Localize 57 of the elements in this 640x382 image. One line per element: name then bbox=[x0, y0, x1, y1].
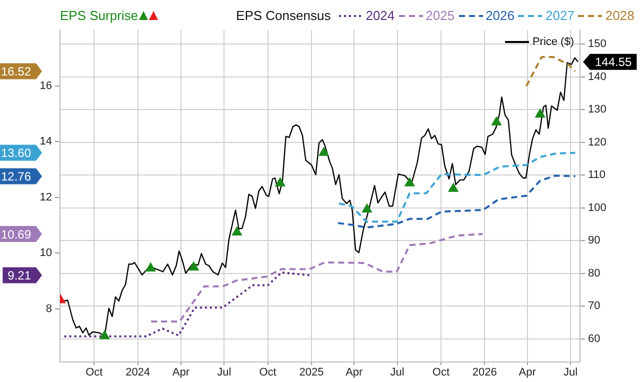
x-tick-label: Oct bbox=[86, 366, 103, 379]
line-series bbox=[338, 152, 576, 223]
y2-tick-label: 140 bbox=[588, 70, 606, 83]
legend-label: 2028 bbox=[604, 8, 634, 23]
line-series bbox=[63, 271, 311, 338]
point bbox=[188, 262, 199, 270]
point bbox=[404, 178, 415, 186]
line-series bbox=[525, 56, 576, 88]
legend-label: 2024 bbox=[364, 8, 395, 23]
y-tick-label: 16 bbox=[40, 80, 52, 92]
y-tick-label: 10 bbox=[40, 247, 52, 260]
x-tick-label: 2026 bbox=[472, 366, 497, 379]
line-series bbox=[150, 232, 484, 323]
y2-tick-label: 150 bbox=[588, 38, 606, 50]
point bbox=[448, 183, 458, 192]
point bbox=[100, 330, 110, 340]
point bbox=[318, 147, 329, 156]
text: 16.52 bbox=[0, 64, 32, 79]
x-tick-label: Oct bbox=[432, 366, 450, 379]
y-tick-label: 12 bbox=[40, 191, 52, 204]
y2-tick-label: 130 bbox=[588, 104, 606, 116]
point bbox=[535, 108, 546, 118]
data-label: 144.55 bbox=[595, 55, 632, 70]
x-tick-label: Apr bbox=[172, 366, 190, 379]
y-tick-label: 8 bbox=[46, 303, 52, 316]
text: 12.76 bbox=[0, 170, 32, 184]
point bbox=[146, 262, 156, 272]
legend-title: EPS Consensus bbox=[236, 8, 331, 23]
x-tick-label: Apr bbox=[346, 366, 364, 379]
text: 10.69 bbox=[0, 227, 32, 242]
legend-label: Price ($) bbox=[531, 36, 574, 48]
legend-label: 2027 bbox=[544, 8, 574, 23]
legend-label: 2025 bbox=[424, 8, 455, 23]
point bbox=[232, 226, 242, 236]
legend-label: 2026 bbox=[484, 8, 514, 23]
text: 13.60 bbox=[0, 146, 32, 160]
line-series bbox=[337, 174, 576, 229]
y2-tick-label: 120 bbox=[588, 136, 606, 148]
y2-tick-label: 70 bbox=[588, 300, 600, 312]
x-tick-label: Jul bbox=[390, 366, 404, 379]
x-tick-label: Oct bbox=[259, 366, 276, 379]
x-tick-label: Apr bbox=[518, 366, 536, 379]
y2-tick-label: 90 bbox=[588, 234, 600, 247]
x-tick-label: Jul bbox=[563, 366, 578, 379]
text: 9.21 bbox=[8, 268, 32, 283]
y2-tick-label: 100 bbox=[588, 202, 606, 214]
x-tick-label: 2025 bbox=[299, 366, 324, 379]
text: EPS Surprise bbox=[60, 8, 138, 23]
y2-tick-label: 60 bbox=[588, 332, 600, 345]
point bbox=[492, 116, 502, 126]
point bbox=[362, 204, 372, 213]
y2-tick-label: 110 bbox=[588, 169, 606, 182]
y-tick-label: 14 bbox=[40, 136, 52, 148]
point bbox=[275, 178, 286, 186]
x-tick-label: 2024 bbox=[126, 366, 150, 379]
y2-tick-label: 80 bbox=[588, 267, 600, 280]
x-tick-label: Jul bbox=[217, 366, 232, 379]
